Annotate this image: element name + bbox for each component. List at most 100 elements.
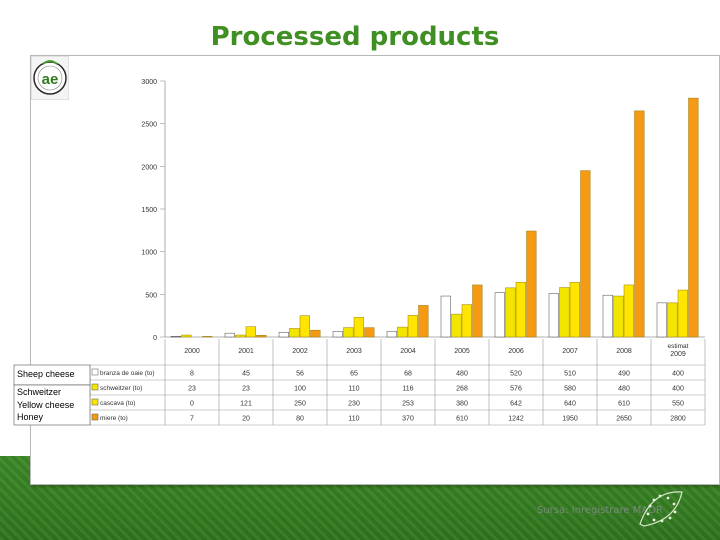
bar	[677, 289, 688, 338]
y-tick-label: 0	[153, 335, 157, 342]
data-label: 380	[456, 401, 468, 408]
bar	[623, 284, 634, 338]
x-tick-label: 2007	[562, 348, 578, 355]
data-label: 550	[672, 401, 684, 408]
legend-swatch	[91, 398, 99, 406]
bar	[181, 334, 192, 338]
source-note: Sursa: Inregistrare MADR	[537, 505, 663, 516]
data-label: 110	[348, 386, 359, 393]
row-label-yellow: Yellow cheese	[17, 400, 75, 410]
data-label: 100	[294, 386, 306, 393]
data-label: 23	[188, 386, 196, 393]
eu-organic-leaf-icon	[639, 491, 683, 527]
data-label: 23	[242, 386, 250, 393]
x-tick-label: 2005	[454, 348, 470, 355]
data-label: 80	[296, 416, 304, 423]
page-title: Processed products	[210, 22, 500, 52]
y-tick-label: 1000	[141, 250, 157, 257]
data-label: 110	[348, 416, 359, 423]
bar	[461, 304, 472, 338]
data-label: 8	[190, 371, 194, 378]
data-label: 642	[510, 401, 522, 408]
bar	[494, 292, 505, 338]
bar	[245, 326, 256, 338]
data-label: 20	[242, 416, 250, 423]
bar	[202, 336, 213, 338]
data-label: 116	[402, 386, 413, 393]
bar	[310, 329, 321, 338]
bar	[472, 284, 483, 338]
legend-label: cascava (to)	[100, 400, 135, 407]
data-label: 400	[672, 386, 684, 393]
bar	[505, 287, 516, 338]
bar	[559, 287, 570, 338]
data-label: 370	[402, 416, 414, 423]
data-label: 68	[404, 371, 412, 378]
bar	[353, 317, 364, 338]
x-tick-label: 2004	[400, 348, 416, 355]
data-label: 230	[348, 401, 360, 408]
bar	[451, 313, 462, 338]
bar	[364, 327, 375, 338]
row-label-sheep: Sheep cheese	[17, 369, 75, 379]
y-tick-label: 500	[145, 292, 157, 299]
y-tick-label: 2000	[141, 164, 157, 171]
data-label: 610	[456, 416, 468, 423]
data-label: 253	[402, 401, 414, 408]
bar	[548, 293, 559, 338]
x-tick-label: 2001	[238, 348, 254, 355]
x-tick-label: 2008	[616, 348, 632, 355]
legend-label: branza de oaie (to)	[100, 370, 155, 377]
bar	[580, 170, 591, 338]
data-label: 7	[190, 416, 194, 423]
data-label: 121	[240, 401, 252, 408]
x-tick-label: 2009	[670, 351, 686, 358]
legend-swatch	[91, 413, 99, 421]
bar	[526, 230, 537, 338]
legend-label: schweitzer (to)	[100, 385, 142, 392]
bar	[278, 331, 289, 338]
legend-swatch	[91, 383, 99, 391]
bar	[515, 281, 526, 338]
bar	[418, 305, 429, 338]
y-tick-label: 3000	[141, 79, 157, 86]
data-label: 2800	[670, 416, 686, 423]
data-label: 490	[618, 371, 630, 378]
data-label: 610	[618, 401, 630, 408]
bar	[289, 328, 300, 338]
bar	[613, 295, 624, 338]
bar	[569, 282, 580, 338]
ae-logo-icon: ae	[31, 56, 69, 100]
data-label: 510	[564, 371, 576, 378]
legend-swatch	[91, 368, 99, 376]
data-label: 400	[672, 371, 684, 378]
x-tick-label: estimat	[668, 343, 689, 350]
x-tick-label: 2003	[346, 348, 362, 355]
bar	[170, 336, 181, 338]
data-label: 1950	[562, 416, 578, 423]
data-label: 0	[190, 401, 194, 408]
data-label: 2650	[616, 416, 632, 423]
data-label: 250	[294, 401, 306, 408]
data-label: 56	[296, 371, 304, 378]
data-label: 480	[618, 386, 630, 393]
logo-text: ae	[42, 71, 59, 88]
bar	[332, 331, 343, 338]
data-label: 520	[510, 371, 522, 378]
x-tick-label: 2006	[508, 348, 524, 355]
data-label: 576	[510, 386, 522, 393]
bar	[224, 332, 235, 338]
data-label: 580	[564, 386, 576, 393]
bar	[634, 110, 645, 338]
data-label: 640	[564, 401, 576, 408]
row-label-box	[13, 384, 91, 426]
bar	[386, 330, 397, 338]
bar	[343, 327, 354, 338]
x-tick-label: 2000	[184, 348, 200, 355]
bar	[688, 97, 699, 338]
bar	[235, 334, 246, 338]
bar	[667, 302, 678, 338]
y-tick-label: 1500	[141, 207, 157, 214]
bar	[256, 335, 267, 338]
